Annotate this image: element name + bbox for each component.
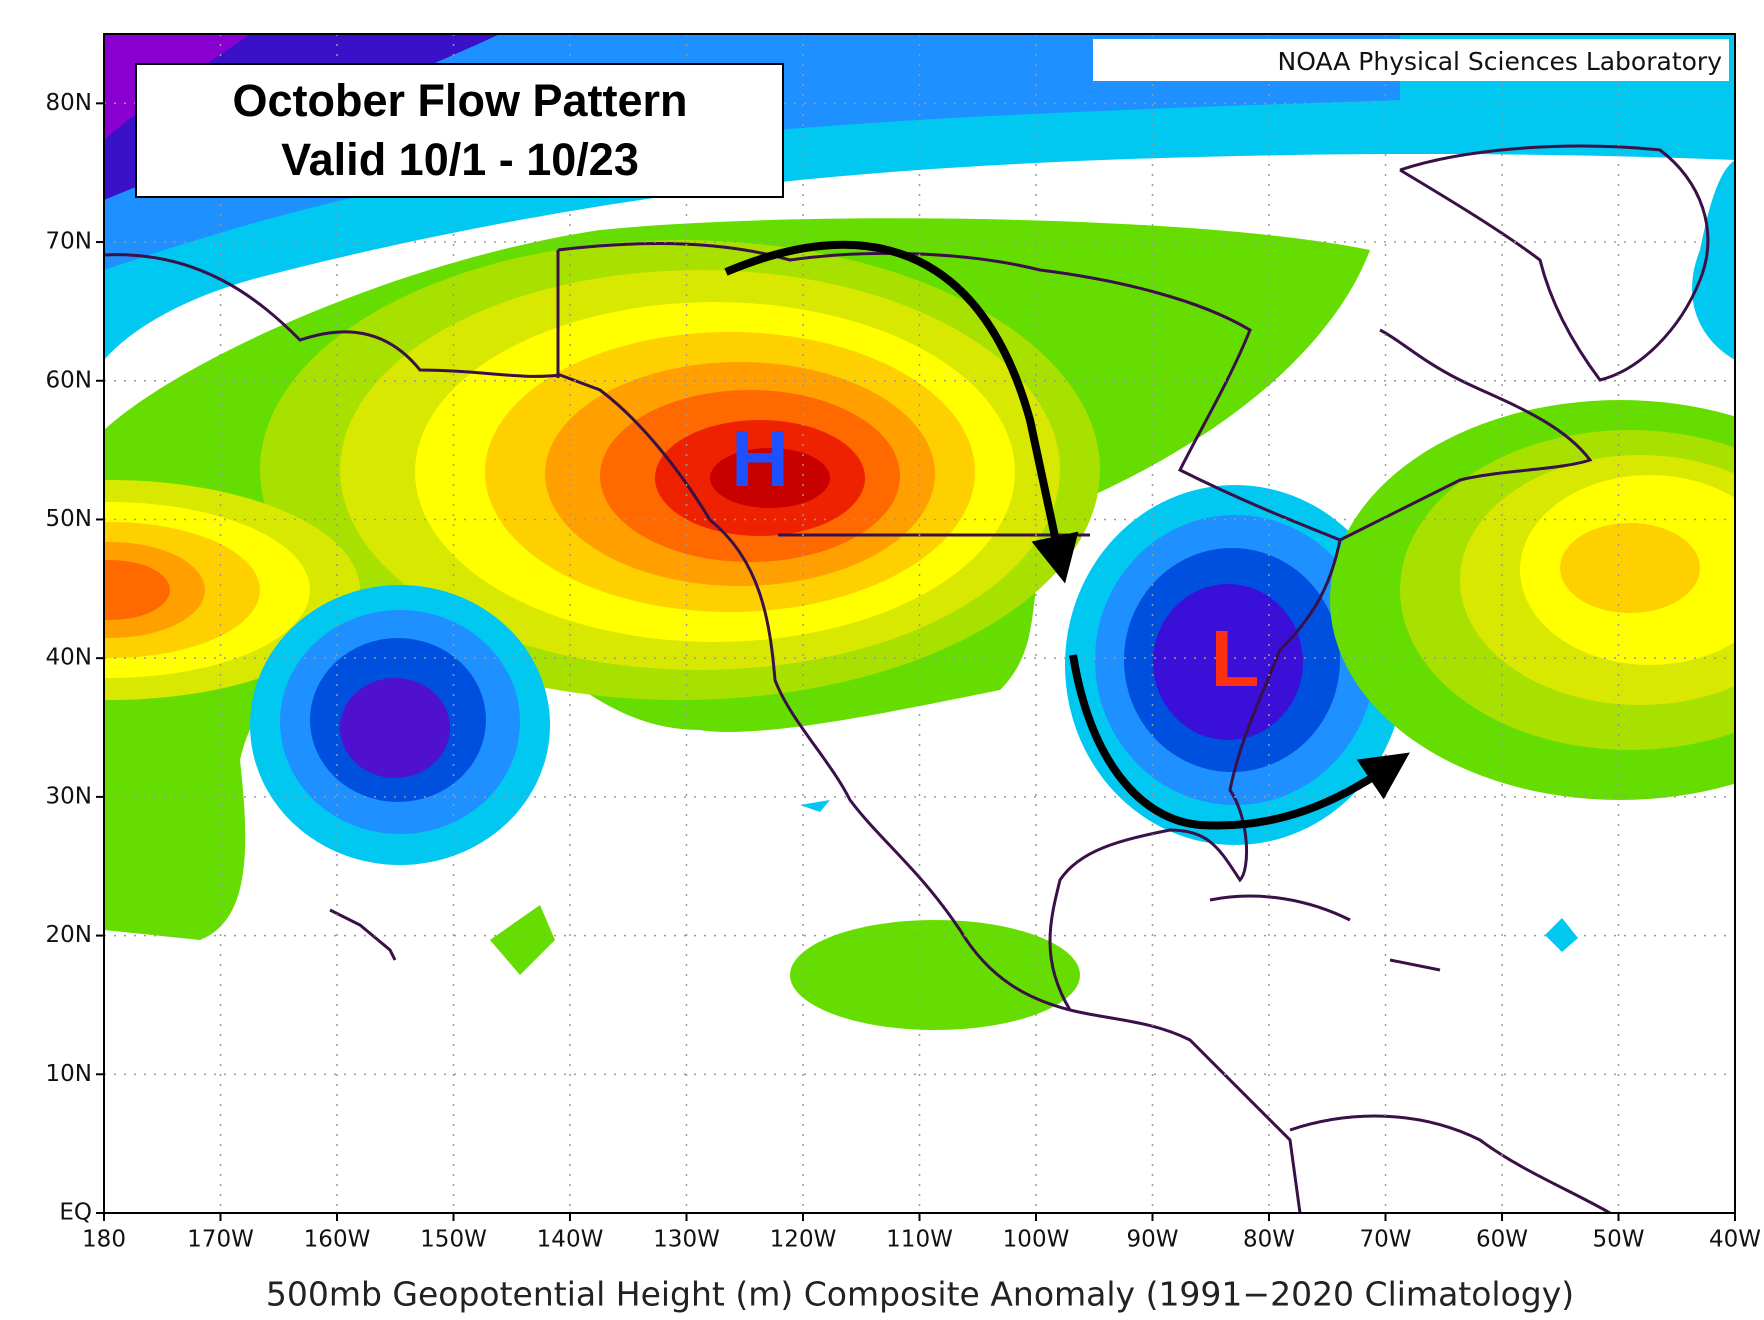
lat-label: 60N (46, 367, 92, 393)
caption: 500mb Geopotential Height (m) Composite … (266, 1275, 1574, 1314)
lat-label: 40N (46, 645, 92, 671)
lon-label: 80W (1243, 1227, 1295, 1253)
lon-label: 140W (537, 1227, 604, 1253)
lon-label: 180 (82, 1227, 126, 1253)
title-box (135, 63, 784, 198)
lat-label: EQ (59, 1200, 92, 1226)
lat-label: 80N (46, 90, 92, 116)
lon-label: 130W (653, 1227, 720, 1253)
lon-label: 60W (1476, 1227, 1528, 1253)
title-line: October Flow Pattern (232, 75, 687, 126)
low-label: L (1211, 614, 1260, 703)
lon-label: 120W (770, 1227, 837, 1253)
lon-label: 40W (1709, 1227, 1761, 1253)
high-label: H (731, 414, 789, 503)
lon-label: 90W (1126, 1227, 1178, 1253)
lat-label: 50N (46, 506, 92, 532)
lon-label: 100W (1003, 1227, 1070, 1253)
lon-label: 170W (187, 1227, 254, 1253)
lat-label: 10N (46, 1061, 92, 1087)
credit-box (1093, 39, 1729, 81)
lon-label: 70W (1359, 1227, 1411, 1253)
lon-label: 50W (1592, 1227, 1644, 1253)
anomaly-field (104, 34, 1735, 1213)
lon-label: 150W (420, 1227, 487, 1253)
lon-label: 110W (886, 1227, 953, 1253)
flow-arrow (1069, 654, 1410, 830)
lat-label: 70N (46, 229, 92, 255)
lon-label: 160W (304, 1227, 371, 1253)
credit: NOAA Physical Sciences Laboratory (1278, 47, 1723, 76)
lat-label: 20N (46, 922, 92, 948)
lat-label: 30N (46, 783, 92, 809)
flow-arrow (724, 240, 1079, 584)
title-line: Valid 10/1 - 10/23 (281, 134, 639, 185)
